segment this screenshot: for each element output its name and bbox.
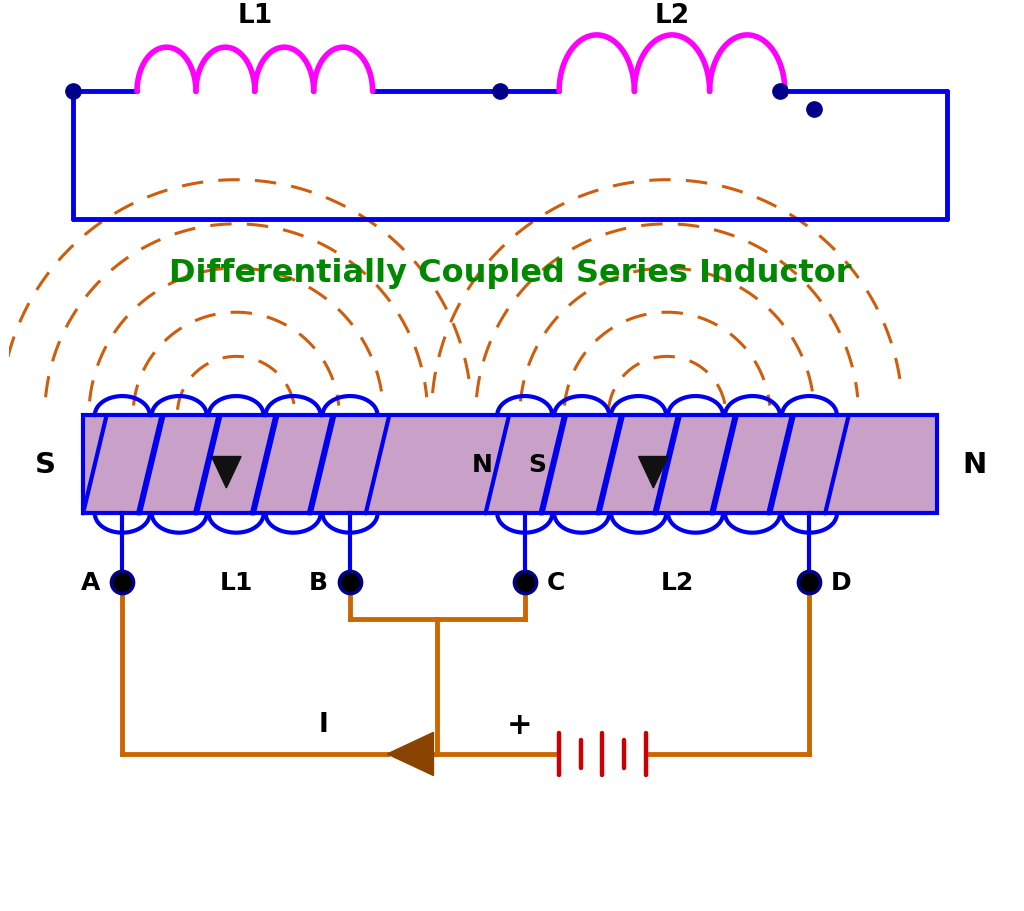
Text: Differentially Coupled Series Inductor: Differentially Coupled Series Inductor [169, 258, 851, 289]
Text: C: C [547, 570, 565, 595]
Text: S: S [528, 453, 547, 476]
Polygon shape [639, 457, 668, 488]
Text: L1: L1 [238, 3, 272, 28]
Text: S: S [35, 451, 56, 479]
Bar [83, 415, 937, 514]
Polygon shape [387, 732, 433, 775]
Text: I: I [318, 711, 329, 738]
Text: +: + [507, 711, 532, 739]
Text: L2: L2 [654, 3, 689, 28]
Text: L1: L1 [219, 570, 253, 595]
Text: L2: L2 [660, 570, 693, 595]
Text: A: A [81, 570, 100, 595]
Text: D: D [830, 570, 851, 595]
Text: N: N [963, 451, 986, 479]
Text: B: B [309, 570, 328, 595]
Text: N: N [472, 453, 493, 476]
Polygon shape [212, 457, 241, 488]
